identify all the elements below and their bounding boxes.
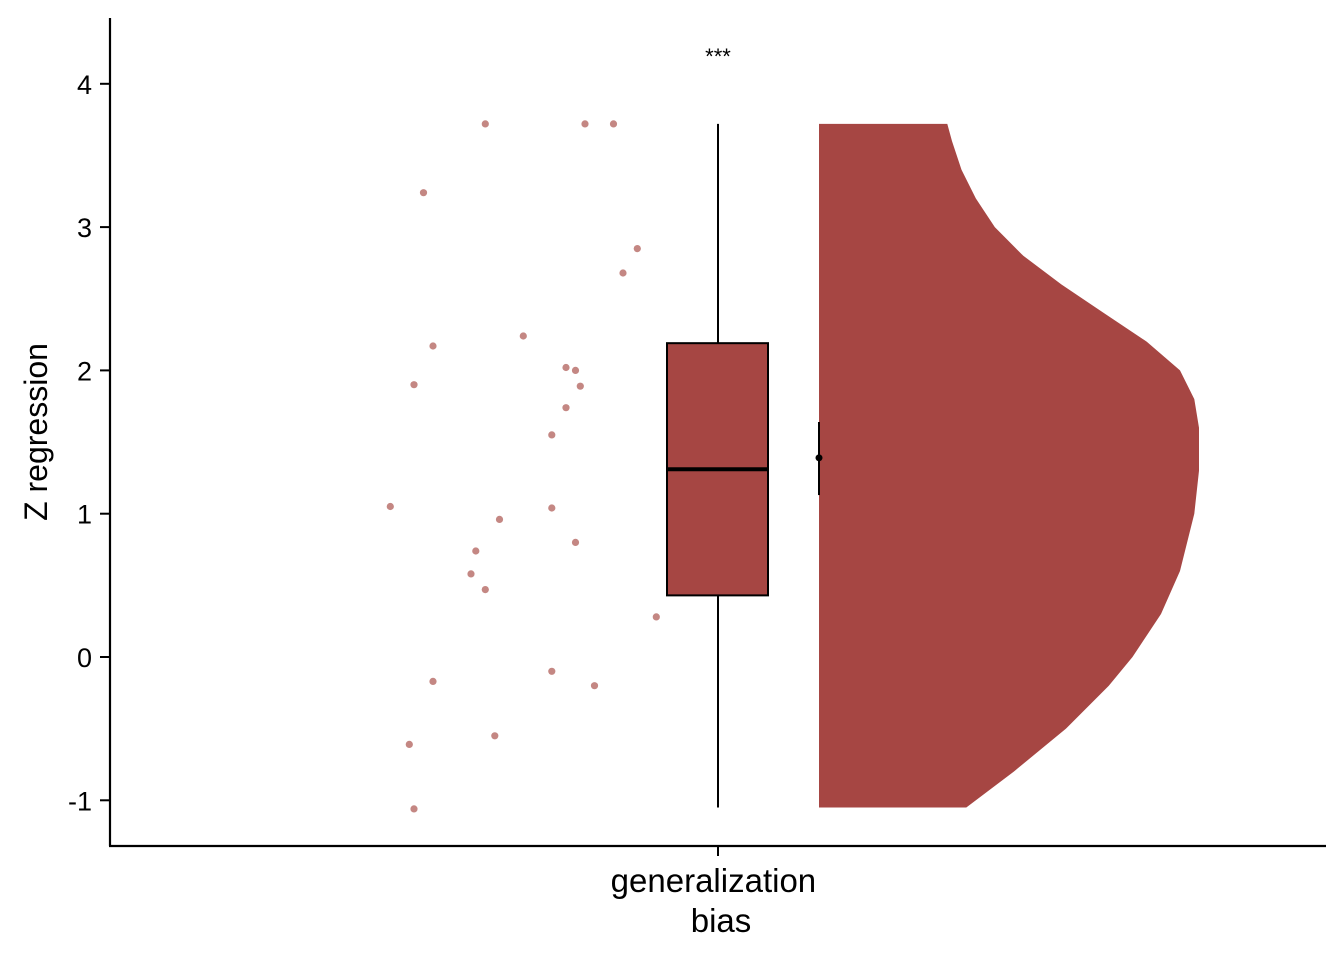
data-point — [481, 120, 489, 128]
data-point — [429, 677, 437, 686]
data-point — [590, 682, 599, 690]
significance-annotation: *** — [705, 44, 731, 69]
data-point — [609, 120, 618, 128]
data-point — [481, 586, 489, 594]
data-point — [619, 269, 627, 277]
data-point — [562, 363, 570, 372]
data-point — [429, 342, 437, 350]
data-point — [410, 381, 418, 389]
data-point — [519, 332, 527, 340]
y-tick-label: 1 — [77, 500, 92, 530]
y-axis-ticks: -1 0 1 2 3 4 — [68, 70, 110, 816]
data-point — [410, 805, 418, 813]
plot-area — [386, 120, 1199, 813]
mean-point — [815, 454, 823, 462]
density-cloud — [819, 123, 1199, 808]
x-tick-label: generalization bias — [611, 862, 826, 939]
y-axis-title: Z regression — [18, 343, 54, 521]
data-point — [576, 382, 584, 390]
data-point — [562, 404, 570, 412]
data-point — [633, 245, 641, 253]
y-tick-label: 3 — [77, 213, 92, 243]
data-point — [571, 366, 580, 374]
data-point — [419, 189, 428, 197]
y-tick-label: 4 — [77, 70, 92, 100]
x-tick-label-line-2: bias — [691, 902, 752, 939]
data-point — [548, 667, 556, 675]
data-point — [581, 120, 589, 128]
data-point — [652, 613, 660, 621]
data-point — [495, 515, 504, 524]
data-point — [491, 732, 499, 740]
data-point — [571, 538, 580, 547]
y-tick-label: -1 — [68, 786, 92, 816]
data-point — [386, 502, 394, 511]
data-point — [548, 431, 556, 439]
data-point — [467, 570, 475, 578]
x-tick-label-line-1: generalization — [611, 862, 816, 899]
data-point — [472, 547, 480, 555]
y-tick-label: 0 — [77, 643, 92, 673]
data-point — [405, 740, 413, 749]
y-tick-label: 2 — [77, 356, 92, 386]
data-point — [548, 504, 556, 512]
